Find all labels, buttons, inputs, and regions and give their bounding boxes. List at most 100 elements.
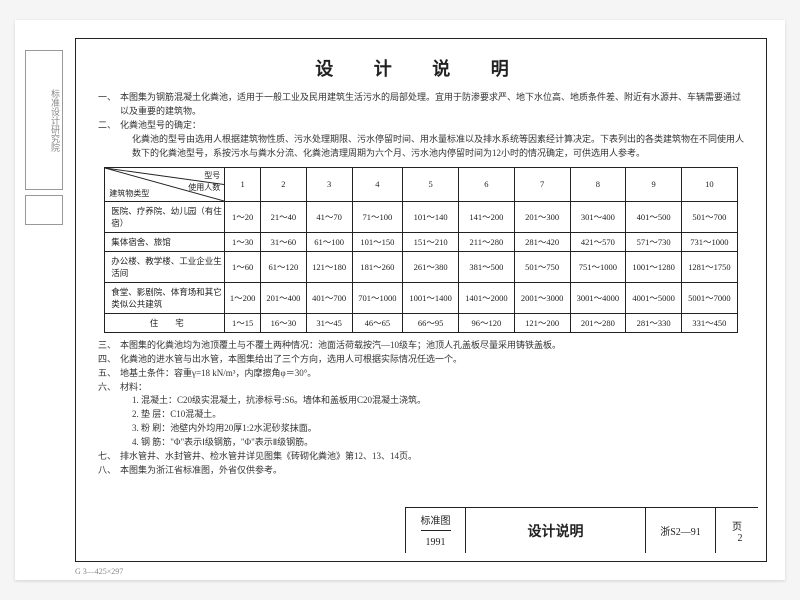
sheet-size-code: G 3—425×297 bbox=[75, 567, 123, 576]
cell: 1～15 bbox=[225, 313, 261, 332]
tb-page-label: 页 bbox=[732, 518, 742, 533]
cell: 71～100 bbox=[352, 201, 403, 232]
tb-left-bot: 1991 bbox=[426, 531, 446, 553]
cell: 401～700 bbox=[306, 282, 352, 313]
tb-code: 浙S2—91 bbox=[646, 508, 716, 553]
cell: 31～60 bbox=[261, 232, 307, 251]
cell: 261～380 bbox=[403, 251, 459, 282]
col-header: 7 bbox=[514, 167, 570, 201]
table-row: 住 宅1～1516～3031～4546～6566～9596～120121～200… bbox=[105, 313, 738, 332]
table-row: 集体宿舍、旅馆1～3031～6061～100101～150151～210211～… bbox=[105, 232, 738, 251]
table-row: 办公楼、教学楼、工业企业生活间1～6061～120121～180181～2602… bbox=[105, 251, 738, 282]
material-item: 4. 钢 筋："Φ"表示Ⅰ级钢筋，"Φ"表示Ⅱ级钢筋。 bbox=[98, 436, 744, 450]
cell: 31～45 bbox=[306, 313, 352, 332]
cell: 1281～1750 bbox=[681, 251, 737, 282]
cell: 151～210 bbox=[403, 232, 459, 251]
selection-table: 型号 使用人数 建筑物类型 1 2 3 4 5 6 7 8 9 10 医院、疗养… bbox=[104, 167, 738, 333]
material-item: 1. 混凝土：C20级实混凝土，抗渗标号:S6。墙体和盖板用C20混凝土浇筑。 bbox=[98, 394, 744, 408]
content-area: 设 计 说 明 一、本图集为钢筋混凝土化粪池，适用于一般工业及民用建筑生活污水的… bbox=[84, 47, 758, 553]
col-header: 5 bbox=[403, 167, 459, 201]
corner-label-mid: 使用人数 bbox=[188, 182, 220, 193]
col-header: 4 bbox=[352, 167, 403, 201]
tb-left-top: 标准图 bbox=[421, 508, 451, 531]
cell: 281～420 bbox=[514, 232, 570, 251]
cell: 1001～1400 bbox=[403, 282, 459, 313]
material-item: 2. 垫 层：C10混凝土。 bbox=[98, 408, 744, 422]
note-text: 排水管井、水封管井、检水管井详见图集《砖砌化粪池》第12、13、14页。 bbox=[120, 450, 744, 464]
row-label: 食堂、影剧院、体育场和其它类似公共建筑 bbox=[105, 282, 225, 313]
tb-main-title: 设计说明 bbox=[466, 508, 646, 553]
note-text: 地基土条件：容重γ=18 kN/m³，内摩擦角φ＝30°。 bbox=[120, 367, 744, 381]
cell: 301～400 bbox=[570, 201, 626, 232]
cell: 421～570 bbox=[570, 232, 626, 251]
cell: 121～180 bbox=[306, 251, 352, 282]
note-num: 六、 bbox=[98, 381, 120, 395]
cell: 1～60 bbox=[225, 251, 261, 282]
row-label: 住 宅 bbox=[105, 313, 225, 332]
row-label: 医院、疗养院、幼儿园（有住宿） bbox=[105, 201, 225, 232]
note-text: 材料： bbox=[120, 381, 744, 395]
cell: 401～500 bbox=[626, 201, 682, 232]
post-notes: 三、本图集的化粪池均为池顶覆土与不覆土两种情况：池面活荷载按汽—10级车；池顶人… bbox=[84, 339, 758, 478]
cell: 501～750 bbox=[514, 251, 570, 282]
cell: 501～700 bbox=[681, 201, 737, 232]
cell: 201～400 bbox=[261, 282, 307, 313]
cell: 1001～1280 bbox=[626, 251, 682, 282]
note-text: 化粪池型号的确定： bbox=[120, 119, 744, 133]
cell: 1～20 bbox=[225, 201, 261, 232]
cell: 121～200 bbox=[514, 313, 570, 332]
cell: 46～65 bbox=[352, 313, 403, 332]
material-item: 3. 粉 刷：池壁内外均用20厚1:2水泥砂浆抹面。 bbox=[98, 422, 744, 436]
tb-page: 页 2 bbox=[716, 508, 758, 553]
note-num: 四、 bbox=[98, 353, 120, 367]
drawing-sheet: 标准设计研究院 设 计 说 明 一、本图集为钢筋混凝土化粪池，适用于一般工业及民… bbox=[15, 20, 785, 580]
page-title: 设 计 说 明 bbox=[84, 55, 758, 81]
cell: 2001～3000 bbox=[514, 282, 570, 313]
corner-label-bot: 建筑物类型 bbox=[109, 188, 149, 199]
cell: 1～30 bbox=[225, 232, 261, 251]
note-sub: 化粪池的型号由选用人根据建筑物性质、污水处理期限、污水停留时间、用水量标准以及排… bbox=[98, 133, 744, 161]
cell: 21～40 bbox=[261, 201, 307, 232]
cell: 66～95 bbox=[403, 313, 459, 332]
table-row: 食堂、影剧院、体育场和其它类似公共建筑1～200201～400401～70070… bbox=[105, 282, 738, 313]
note-num: 一、 bbox=[98, 91, 120, 119]
col-header: 3 bbox=[306, 167, 352, 201]
col-header: 8 bbox=[570, 167, 626, 201]
row-label: 集体宿舍、旅馆 bbox=[105, 232, 225, 251]
cell: 101～140 bbox=[403, 201, 459, 232]
cell: 751～1000 bbox=[570, 251, 626, 282]
col-header: 9 bbox=[626, 167, 682, 201]
note-num: 七、 bbox=[98, 450, 120, 464]
note-num: 二、 bbox=[98, 119, 120, 133]
cell: 16～30 bbox=[261, 313, 307, 332]
cell: 96～120 bbox=[459, 313, 515, 332]
cell: 701～1000 bbox=[352, 282, 403, 313]
binding-margin-label: 标准设计研究院 bbox=[25, 50, 63, 190]
binding-margin-box bbox=[25, 195, 63, 225]
cell: 201～300 bbox=[514, 201, 570, 232]
cell: 3001～4000 bbox=[570, 282, 626, 313]
cell: 331～450 bbox=[681, 313, 737, 332]
col-header: 10 bbox=[681, 167, 737, 201]
col-header: 1 bbox=[225, 167, 261, 201]
cell: 381～500 bbox=[459, 251, 515, 282]
title-block: 标准图 1991 设计说明 浙S2—91 页 2 bbox=[405, 507, 758, 553]
cell: 61～120 bbox=[261, 251, 307, 282]
cell: 731～1000 bbox=[681, 232, 737, 251]
cell: 61～100 bbox=[306, 232, 352, 251]
table-corner-header: 型号 使用人数 建筑物类型 bbox=[105, 167, 225, 201]
cell: 141～200 bbox=[459, 201, 515, 232]
cell: 281～330 bbox=[626, 313, 682, 332]
row-label: 办公楼、教学楼、工业企业生活间 bbox=[105, 251, 225, 282]
note-text: 本图集为浙江省标准图，外省仅供参考。 bbox=[120, 464, 744, 478]
note-text: 化粪池的进水管与出水管，本图集给出了三个方向，选用人可根据实际情况任选一个。 bbox=[120, 353, 744, 367]
tb-left: 标准图 1991 bbox=[406, 508, 466, 553]
note-text: 本图集的化粪池均为池顶覆土与不覆土两种情况：池面活荷载按汽—10级车；池顶人孔盖… bbox=[120, 339, 744, 353]
cell: 101～150 bbox=[352, 232, 403, 251]
cell: 1～200 bbox=[225, 282, 261, 313]
cell: 211～280 bbox=[459, 232, 515, 251]
note-num: 五、 bbox=[98, 367, 120, 381]
note-num: 八、 bbox=[98, 464, 120, 478]
corner-label-top: 型号 bbox=[204, 170, 220, 181]
col-header: 6 bbox=[459, 167, 515, 201]
